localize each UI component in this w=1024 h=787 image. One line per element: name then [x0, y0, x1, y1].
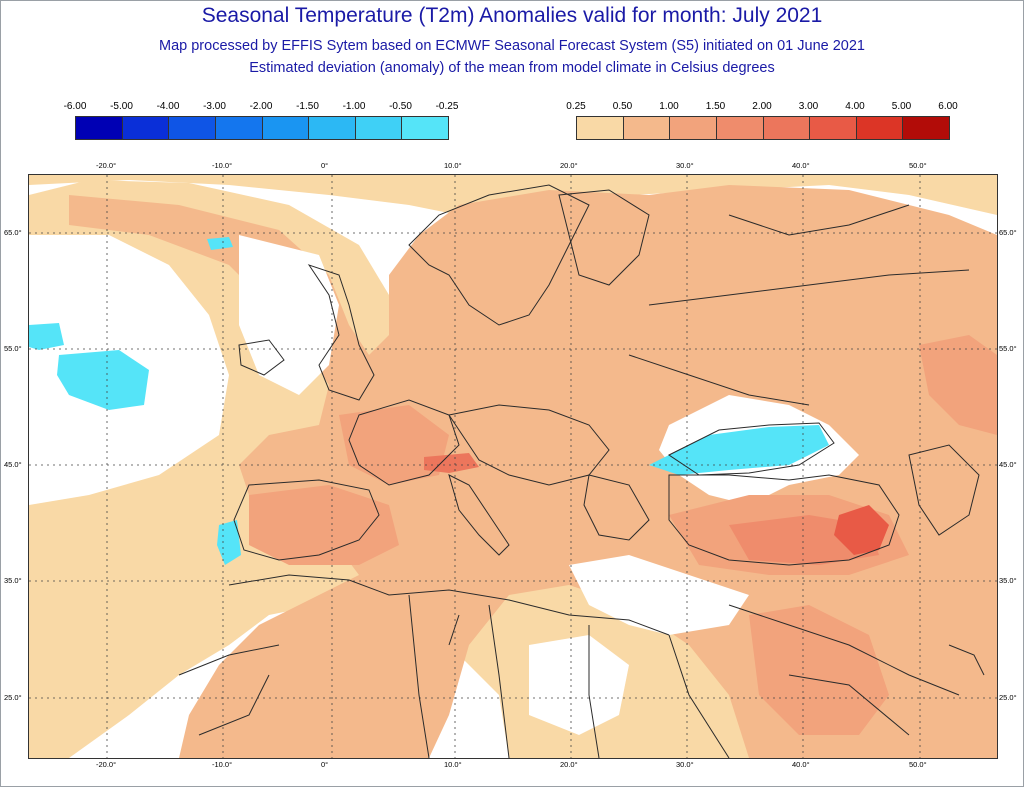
anomaly-area-100-150-russia [919, 335, 997, 435]
legend-positive-swatch [763, 117, 811, 139]
legend-positive-swatch [623, 117, 671, 139]
lon-tick-label-top: -20.0° [96, 161, 117, 170]
legend-positive-label: 4.00 [845, 101, 865, 112]
legend-positive-label: 1.00 [659, 101, 679, 112]
lat-tick-label-right: 25.0° [999, 693, 1017, 702]
legend-positive-label: 6.00 [938, 101, 958, 112]
lat-tick-label-left: 45.0° [4, 460, 22, 469]
legend-negative-label: -6.00 [63, 101, 87, 112]
anomaly-area-100-150-arabia [749, 605, 889, 735]
anomaly-area-neg-greenland-sea [207, 237, 233, 250]
lon-tick-label-top: 20.0° [560, 161, 578, 170]
anomaly-map [28, 174, 998, 759]
lon-tick-label-top: 30.0° [676, 161, 694, 170]
lon-tick-label-bottom: 20.0° [560, 760, 578, 769]
map-title: Seasonal Temperature (T2m) Anomalies val… [201, 4, 823, 27]
legend-negative-swatch [262, 117, 310, 139]
lon-tick-label-top: 0° [321, 161, 329, 170]
anomaly-area-neg-black-sea [649, 425, 829, 475]
anomaly-area-025-050-north [29, 175, 997, 215]
legend-negative-label: -4.00 [156, 101, 180, 112]
legend-negative-label: -3.00 [203, 101, 226, 112]
neutral-mediterranean-east [569, 555, 749, 635]
lon-tick-label-bottom: 40.0° [792, 760, 810, 769]
lon-tick-label-bottom: 10.0° [444, 760, 462, 769]
lon-tick-label-bottom: -10.0° [212, 760, 233, 769]
neutral-north-africa [529, 635, 629, 735]
legend-positive-swatch [810, 117, 857, 139]
legend-positive-label: 0.50 [612, 101, 633, 112]
lon-tick-label-bottom: 0° [321, 760, 329, 769]
lon-tick-label-top: 10.0° [444, 161, 462, 170]
legend-negative-label: -1.00 [342, 101, 366, 112]
legend-negative-swatch [76, 117, 123, 139]
legend-positive-swatch [670, 117, 717, 139]
lat-tick-label-left: 25.0° [4, 693, 22, 702]
legend-negative-label: -2.00 [249, 101, 273, 112]
lat-tick-label-right: 55.0° [999, 344, 1017, 353]
lat-tick-label-left: 35.0° [4, 576, 22, 585]
legend-positive-label: 1.50 [705, 101, 726, 112]
anomaly-area-neg-iceland-coast [29, 323, 64, 350]
legend-negative-swatch [122, 117, 170, 139]
anomaly-area-neg-north-atlantic [57, 350, 149, 410]
neutral-nw-europe [239, 235, 339, 395]
lat-tick-label-right: 65.0° [999, 228, 1017, 237]
lat-tick-label-right: 35.0° [999, 576, 1017, 585]
legend-negative-label: -1.50 [296, 101, 319, 112]
lon-tick-label-bottom: 50.0° [909, 760, 927, 769]
map-subtitle-units: Estimated deviation (anomaly) of the mea… [249, 60, 775, 76]
lat-tick-label-left: 65.0° [4, 228, 22, 237]
legend-positive-colorbar [576, 116, 950, 140]
anomaly-area-025-050-atlantic [29, 495, 149, 655]
legend-positive-label: 0.25 [566, 101, 586, 112]
anomaly-area-200-300-caucasus [834, 505, 889, 555]
map-subtitle-source: Map processed by EFFIS Sytem based on EC… [159, 38, 865, 54]
legend-negative-colorbar [75, 116, 449, 140]
lat-tick-label-left: 55.0° [4, 344, 22, 353]
map-svg [29, 175, 997, 758]
lon-tick-label-top: 50.0° [909, 161, 927, 170]
legend-positive-label: 3.00 [798, 101, 819, 112]
legend-negative-swatch [355, 117, 403, 139]
legend-positive-label: 5.00 [891, 101, 912, 112]
lon-tick-label-bottom: -20.0° [96, 760, 117, 769]
lon-tick-label-bottom: 30.0° [676, 760, 694, 769]
anomaly-area-150-200-alps [424, 453, 479, 473]
legend-negative-label: -5.00 [110, 101, 133, 112]
country-borders [178, 184, 985, 758]
legend-negative-swatch [402, 117, 448, 139]
legend-negative-swatch [309, 117, 356, 139]
legend-negative-swatch [169, 117, 216, 139]
legend-negative-label: -0.25 [435, 101, 459, 112]
legend-positive-swatch [577, 117, 624, 139]
lon-tick-label-top: -10.0° [212, 161, 233, 170]
lat-tick-label-right: 45.0° [999, 460, 1017, 469]
legend-positive-swatch [716, 117, 764, 139]
legend-positive-swatch [856, 117, 904, 139]
lon-tick-label-top: 40.0° [792, 161, 810, 170]
anomaly-area-100-150-iberia [249, 485, 399, 565]
legend-positive-label: 2.00 [752, 101, 772, 112]
legend-positive-swatch [903, 117, 949, 139]
legend-negative-label: -0.50 [389, 101, 412, 112]
legend-negative-swatch [215, 117, 263, 139]
